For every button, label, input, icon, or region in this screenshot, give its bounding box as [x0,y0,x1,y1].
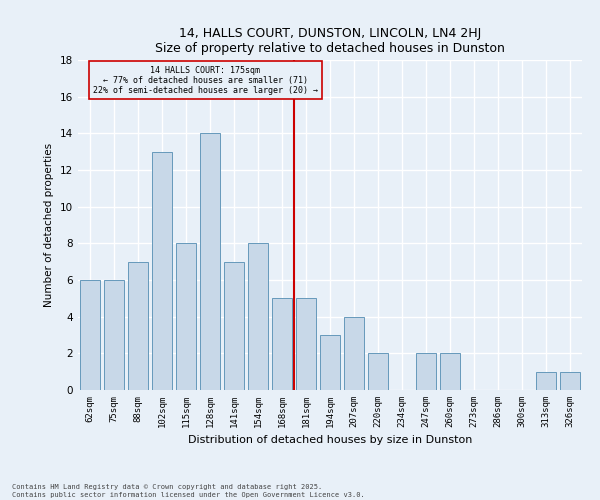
Bar [176,244,196,390]
Bar [320,335,340,390]
Bar [248,244,268,390]
Title: 14, HALLS COURT, DUNSTON, LINCOLN, LN4 2HJ
Size of property relative to detached: 14, HALLS COURT, DUNSTON, LINCOLN, LN4 2… [155,26,505,54]
Y-axis label: Number of detached properties: Number of detached properties [44,143,55,307]
Bar [560,372,580,390]
Bar [296,298,316,390]
Bar [80,280,100,390]
Bar [152,152,172,390]
Bar [440,354,460,390]
Text: 14 HALLS COURT: 175sqm
← 77% of detached houses are smaller (71)
22% of semi-det: 14 HALLS COURT: 175sqm ← 77% of detached… [92,66,318,96]
Bar [416,354,436,390]
Bar [224,262,244,390]
Bar [272,298,292,390]
Bar [104,280,124,390]
Bar [344,316,364,390]
Bar [368,354,388,390]
X-axis label: Distribution of detached houses by size in Dunston: Distribution of detached houses by size … [188,436,472,446]
Bar [536,372,556,390]
Text: Contains HM Land Registry data © Crown copyright and database right 2025.
Contai: Contains HM Land Registry data © Crown c… [12,484,365,498]
Bar [200,134,220,390]
Bar [128,262,148,390]
